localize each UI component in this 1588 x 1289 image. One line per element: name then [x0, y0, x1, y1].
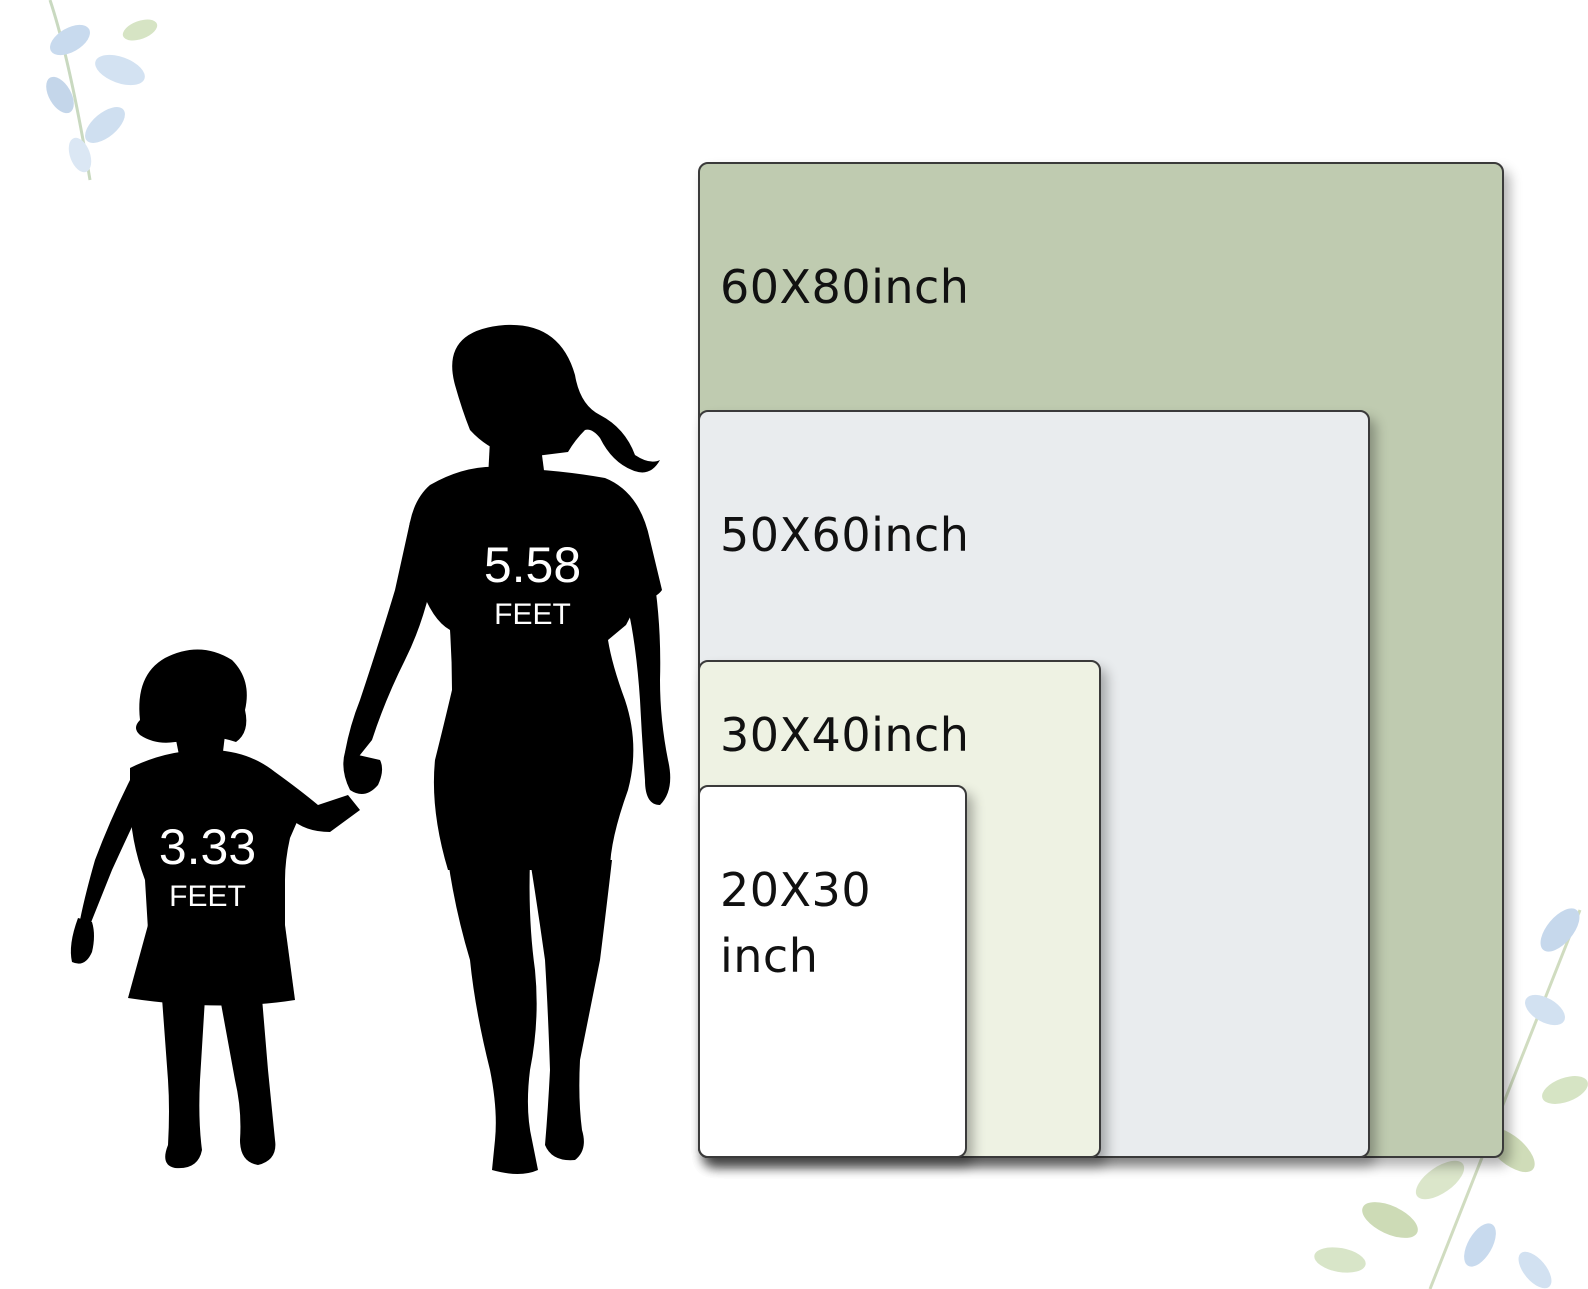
silhouettes	[70, 324, 671, 1174]
adult-height-label: 5.58 FEET	[460, 540, 605, 630]
adult-height-unit: FEET	[494, 598, 571, 631]
floral-decoration-top-left	[46, 0, 158, 181]
child-silhouette	[70, 649, 360, 1169]
size-label-60x80: 60X80inch	[720, 260, 970, 314]
size-panel-20x30: 20X30 inch	[698, 785, 967, 1158]
size-label-30x40: 30X40inch	[720, 708, 970, 762]
floral-decoration-bottom-right	[1314, 908, 1588, 1289]
child-height-value: 3.33	[158, 819, 257, 875]
adult-silhouette	[343, 324, 671, 1174]
child-height-unit: FEET	[169, 880, 246, 913]
child-height-label: 3.33 FEET	[135, 822, 280, 912]
adult-height-value: 5.58	[483, 537, 582, 593]
size-label-20x30: 20X30 inch	[720, 863, 872, 983]
size-label-50x60: 50X60inch	[720, 508, 970, 562]
